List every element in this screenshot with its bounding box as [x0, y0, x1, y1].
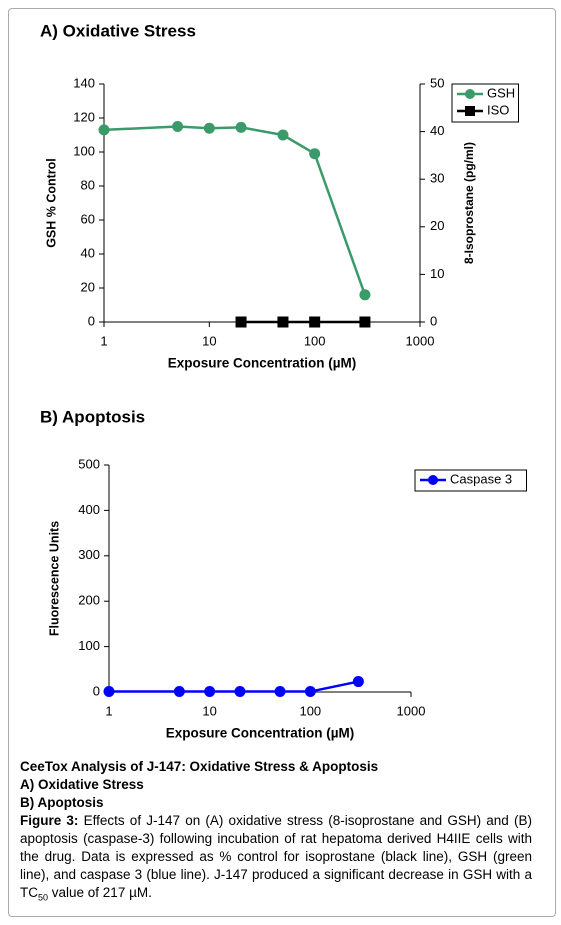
caption-body: value of 217 µM. [48, 885, 152, 900]
x-axis-label: Exposure Concentration (µM) [168, 356, 357, 371]
y2-axis-label: 8-Isoprostane (pg/ml) [462, 142, 476, 264]
legend-marker [428, 475, 438, 485]
legend-box [414, 469, 527, 492]
y-tick-label: 140 [73, 75, 95, 90]
y-axis-label: GSH % Control [44, 158, 58, 248]
y-tick-label: 400 [78, 502, 100, 517]
marker [277, 316, 289, 328]
y-tick-label: 200 [78, 593, 100, 608]
y2-tick-label: 20 [430, 218, 444, 233]
marker [103, 686, 115, 698]
marker [235, 316, 247, 328]
x-tick-label: 1000 [397, 703, 426, 718]
marker [172, 121, 184, 132]
marker [173, 686, 185, 698]
x-tick-label: 100 [304, 333, 326, 348]
caption-body: Effects of J-147 on (A) oxidative stress… [20, 813, 532, 900]
y-tick-label: 0 [93, 683, 100, 698]
caption: CeeTox Analysis of J-147: Oxidative Stre… [20, 758, 532, 907]
y-tick-label: 120 [73, 109, 95, 124]
marker [352, 676, 364, 688]
marker [203, 122, 215, 134]
marker [359, 316, 371, 328]
x-axis-label: Exposure Concentration (µM) [166, 726, 355, 741]
figure-label: Figure 3: [20, 813, 79, 828]
series-line [103, 125, 367, 296]
frame [8, 8, 556, 917]
marker [98, 124, 110, 136]
marker [304, 686, 316, 698]
marker [274, 686, 286, 698]
y2-tick-label: 40 [430, 123, 444, 138]
legend-marker [465, 89, 475, 99]
x-tick-label: 10 [202, 703, 216, 718]
y-tick-label: 100 [73, 143, 95, 158]
y2-tick-label: 30 [430, 171, 444, 186]
y-axis-label: Fluorescence Units [47, 521, 61, 636]
y-tick-label: 100 [78, 638, 100, 653]
y-tick-label: 500 [78, 456, 100, 471]
marker [309, 316, 321, 328]
legend-box [451, 83, 519, 123]
marker [359, 289, 371, 301]
caption-line: A) Oxidative Stress [20, 777, 144, 792]
series-line [109, 680, 359, 693]
x-tick-label: 10 [202, 333, 216, 348]
y-tick-label: 20 [81, 279, 95, 294]
marker [235, 121, 247, 133]
y-tick-label: 40 [81, 245, 95, 260]
y-tick-label: 0 [88, 313, 95, 328]
legend-label: ISO [487, 102, 509, 117]
marker [234, 686, 246, 698]
caption-heading: CeeTox Analysis of J-147: Oxidative Stre… [20, 759, 379, 774]
y-tick-label: 80 [81, 177, 95, 192]
marker [309, 148, 321, 160]
legend-label: GSH [487, 85, 515, 100]
chart-title: A) Oxidative Stress [40, 21, 196, 40]
chart-title: B) Apoptosis [40, 407, 145, 426]
subscript: 50 [38, 892, 49, 903]
legend-label: Caspase 3 [450, 471, 512, 486]
y-tick-label: 60 [81, 211, 95, 226]
marker [204, 686, 216, 698]
caption-text: Figure 3: Effects of J-147 on (A) oxidat… [20, 812, 532, 907]
y2-tick-label: 0 [430, 313, 437, 328]
y2-tick-label: 10 [430, 266, 444, 281]
legend-marker [465, 106, 475, 116]
x-tick-label: 1000 [406, 333, 435, 348]
x-tick-label: 1 [100, 333, 107, 348]
caption-line: B) Apoptosis [20, 795, 104, 810]
x-tick-label: 1 [105, 703, 112, 718]
y-tick-label: 300 [78, 547, 100, 562]
y2-tick-label: 50 [430, 75, 444, 90]
x-tick-label: 100 [299, 703, 321, 718]
marker [277, 129, 289, 141]
